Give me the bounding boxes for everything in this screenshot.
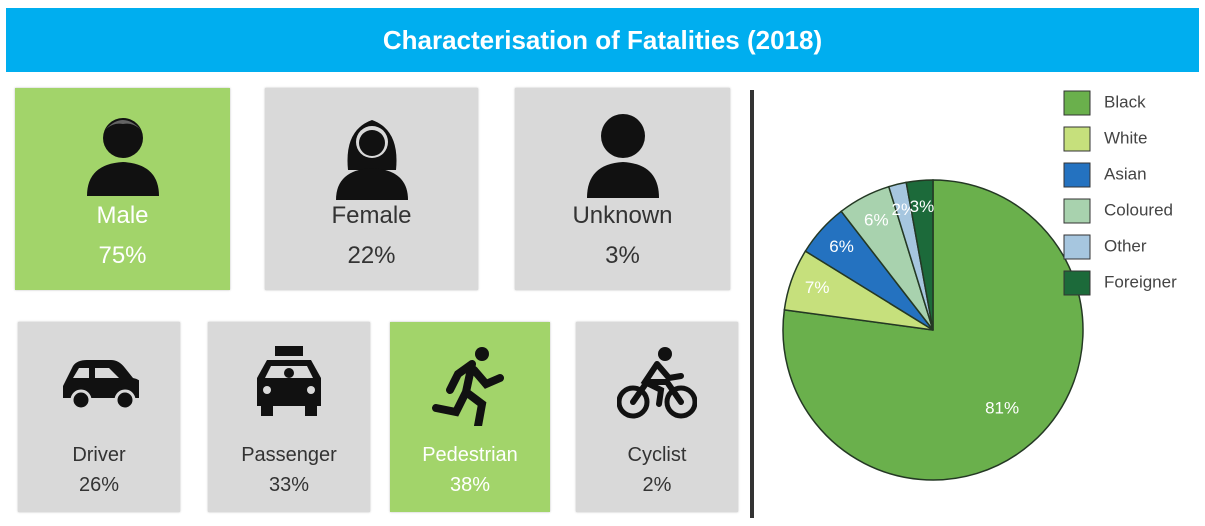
legend-swatch <box>1063 162 1091 188</box>
icon <box>86 118 159 196</box>
pie-slice <box>782 179 1084 481</box>
card-label: Cyclist <box>627 444 687 466</box>
icon <box>432 347 504 426</box>
info-card: Female 22% <box>265 88 478 290</box>
legend-swatch <box>1063 126 1091 152</box>
slice-label: 3% <box>910 197 935 216</box>
divider <box>750 90 754 518</box>
icon <box>586 114 659 198</box>
info-card: Driver 26% <box>18 322 180 512</box>
legend-label: Other <box>1104 236 1147 255</box>
card-value: 26% <box>78 474 120 496</box>
legend-swatch <box>1063 234 1091 260</box>
icon <box>335 120 408 200</box>
card-label: Pedestrian <box>422 444 518 466</box>
legend-label: Black <box>1104 92 1146 111</box>
card-value: 38% <box>449 474 491 496</box>
pie-chart: 81%7%6%6%2%3%BlackWhiteAsianColouredOthe… <box>782 90 1177 481</box>
legend-swatch <box>1063 90 1091 116</box>
icon <box>617 347 697 419</box>
info-card: Passenger 33% <box>208 322 370 512</box>
legend-swatch <box>1063 270 1091 296</box>
slice-label: 6% <box>829 237 854 256</box>
legend-label: Asian <box>1104 164 1147 183</box>
card-value: 75% <box>98 242 147 269</box>
card-value: 33% <box>268 474 310 496</box>
icon <box>63 360 139 411</box>
card-label: Male <box>96 202 149 229</box>
card-label: Unknown <box>572 202 673 229</box>
slice-label: 7% <box>805 278 830 297</box>
card-label: Driver <box>72 444 126 466</box>
header-title: Characterisation of Fatalities (2018) <box>6 8 1199 72</box>
card-value: 2% <box>642 474 672 496</box>
card-value: 3% <box>605 242 640 269</box>
legend-label: Coloured <box>1104 200 1173 219</box>
slice-label: 81% <box>985 399 1019 418</box>
card-label: Passenger <box>241 444 337 466</box>
icon <box>257 346 321 416</box>
info-card: Unknown 3% <box>515 88 730 290</box>
legend-swatch <box>1063 198 1091 224</box>
card-label: Female <box>331 202 412 229</box>
legend-label: White <box>1104 128 1147 147</box>
slice-label: 6% <box>864 210 889 229</box>
legend-label: Foreigner <box>1104 272 1177 291</box>
info-card: Male 75% <box>15 88 230 290</box>
info-card: Pedestrian 38% <box>390 322 550 512</box>
card-value: 22% <box>347 242 396 269</box>
pie-slice <box>905 179 934 331</box>
info-card: Cyclist 2% <box>576 322 738 512</box>
